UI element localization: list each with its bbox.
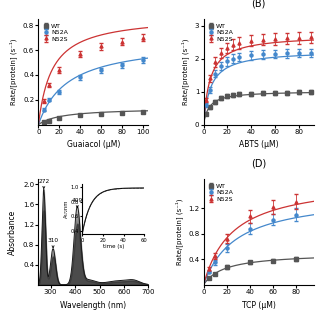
Legend: WT, N52A, N52S: WT, N52A, N52S	[207, 182, 234, 203]
Y-axis label: Rate/[protein] (s⁻¹): Rate/[protein] (s⁻¹)	[181, 39, 189, 105]
Text: 272: 272	[38, 179, 49, 188]
Y-axis label: Absorbance: Absorbance	[8, 210, 17, 255]
X-axis label: Guaiacol (μM): Guaiacol (μM)	[67, 140, 120, 149]
X-axis label: TCP (μM): TCP (μM)	[242, 300, 276, 309]
Y-axis label: Rate/[protein] (s⁻¹): Rate/[protein] (s⁻¹)	[175, 199, 182, 265]
Text: 409: 409	[72, 198, 83, 208]
Legend: WT, N52A, N52S: WT, N52A, N52S	[42, 22, 69, 43]
Legend: WT, N52A, N52S: WT, N52A, N52S	[207, 22, 234, 43]
Y-axis label: Rate/[protein] (s⁻¹): Rate/[protein] (s⁻¹)	[10, 39, 17, 105]
Text: (D): (D)	[251, 159, 266, 169]
X-axis label: ABTS (μM): ABTS (μM)	[239, 140, 278, 149]
Text: 310: 310	[47, 238, 59, 248]
X-axis label: Wavelength (nm): Wavelength (nm)	[60, 300, 126, 309]
Text: (B): (B)	[252, 0, 266, 9]
